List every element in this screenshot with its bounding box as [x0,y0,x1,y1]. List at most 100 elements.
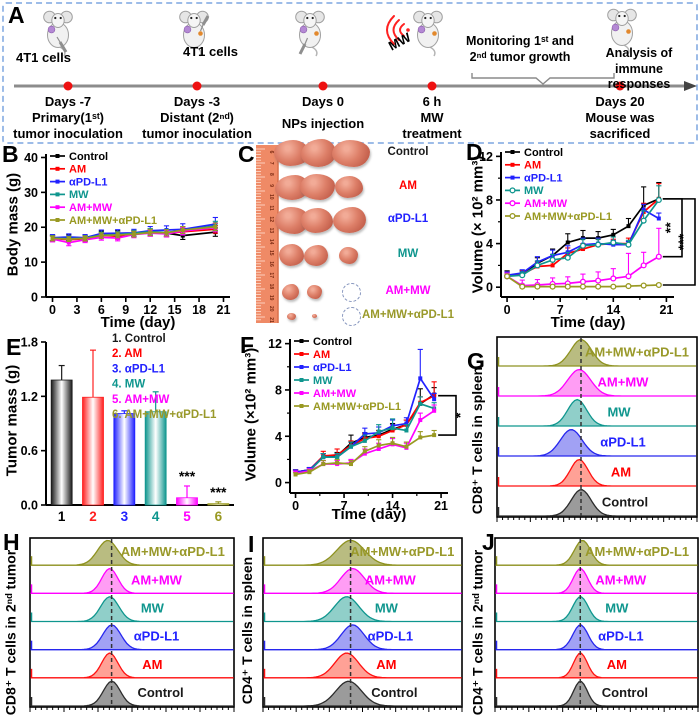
legend-label: 1. Control [112,333,166,345]
data-marker [432,397,437,402]
hist-row-label: AM+MW+αPD-L1 [350,544,454,559]
x-tick-label: 14 [606,303,620,317]
data-marker [610,275,617,282]
bar [50,379,73,506]
panel-d-xlabel: Time (day) [550,314,626,331]
data-marker [625,241,632,248]
ruler-number: 17 [268,272,274,278]
data-marker [66,237,71,242]
mouse-eye [311,16,314,20]
data-marker [376,447,381,451]
panel-f-label: F [240,332,255,358]
hist-row-label: MW [141,600,165,615]
data-marker [564,283,571,290]
panel-j-ylabel: CD4⁺ T cells in 2ⁿᵈ tumor [469,549,486,716]
cells-label-2: 4T1 cells [183,44,238,59]
bar [176,497,198,506]
x-tick-label: 4 [152,509,160,524]
hist-curve [498,458,696,487]
monitoring-line2: 2ⁿᵈ tumor growth [469,49,571,64]
timeline-event-4: 6 h MW treatment [402,94,462,141]
data-marker [655,196,662,204]
hist-frame [29,537,235,708]
data-marker [404,444,409,449]
panel-d-chart: 0 7 14 21 0 4 8 12 ControlAMαPD-L1MWAM+MWAM+MW+α… [479,147,696,317]
x-tick-label: 5 [183,509,191,524]
data-marker [534,283,541,290]
ruler: 6 7 8 9 10 11 12 13 14 15 16 17 18 19 20 21 [256,145,279,323]
hist-row-label: Control [371,685,417,700]
ruler-number: 10 [268,194,274,200]
syringe-icon [298,43,307,55]
hist-frame [496,336,698,518]
data-marker [362,431,367,436]
tumor-group-label: αPD-L1 [387,213,429,225]
data-marker [335,455,340,460]
sig-bracket [438,394,457,436]
no-tumor-dashed-circle [342,283,361,302]
hist-row-label: MW [607,404,631,419]
ruler-body [256,145,278,323]
legend-label: 2. AM [112,348,142,360]
panel-b-label: B [2,141,19,167]
ruler-number: 18 [268,284,274,290]
legend-label: AM+MW+αPD-L1 [313,401,401,413]
hist-curve [30,624,234,651]
data-marker [307,470,312,475]
tumor-photo [335,176,363,198]
mouse-eye [59,16,62,20]
hist-row-label: AM+MW [595,572,647,587]
hist-row-label: AM [376,657,396,672]
data-marker [432,408,437,413]
data-marker [362,449,367,454]
x-tick-label: 3 [73,303,80,317]
data-marker [390,426,395,431]
hist-curve [31,596,233,623]
x-tick-label: 6 [215,509,223,524]
tumor-photo [304,244,328,266]
data-marker [626,224,631,229]
data-marker [148,230,153,235]
mouse-icon [179,10,210,57]
data-marker [509,212,516,220]
hist-curve [263,624,462,651]
legend-label: 5. AM+MW [112,394,170,406]
legend-label: 4. MW [112,379,145,391]
ruler-number: 15 [268,250,274,256]
panel-h-label: H [3,529,20,555]
mouse-head [615,11,629,26]
x-tick-label: 18 [192,303,206,317]
hist-row-label: AM [611,464,631,479]
data-marker [55,192,60,197]
mouse-tail [311,46,318,57]
data-marker [180,228,185,233]
data-marker [509,187,516,194]
data-marker [549,256,556,263]
tumor-group-label: AM+MW+αPD-L1 [361,309,455,321]
ruler-number: 12 [268,216,274,222]
data-marker [131,232,136,237]
hist-curve [30,539,234,566]
microwave-waves-icon [399,23,405,37]
data-marker [418,435,423,440]
mouse-head [51,13,65,28]
ruler-number: 8 [268,173,274,176]
data-marker [610,283,617,290]
hist-curve [498,429,696,457]
hist-curve [498,368,696,397]
data-marker [418,401,423,406]
sig-label: *** [675,233,691,250]
y-tick-label: 10 [24,256,38,270]
data-marker [390,441,395,446]
y-tick-label: 0 [31,291,38,305]
microwave-waves-icon [386,15,395,45]
data-marker [534,262,541,269]
y-tick-label: 12 [479,150,493,164]
hist-row-label: AM+MW [365,572,417,587]
mouse-icon [43,10,73,57]
panel-a-diagram [14,8,697,91]
data-marker [510,150,515,154]
data-marker [510,175,515,180]
x-tick-label: 21 [434,499,448,513]
